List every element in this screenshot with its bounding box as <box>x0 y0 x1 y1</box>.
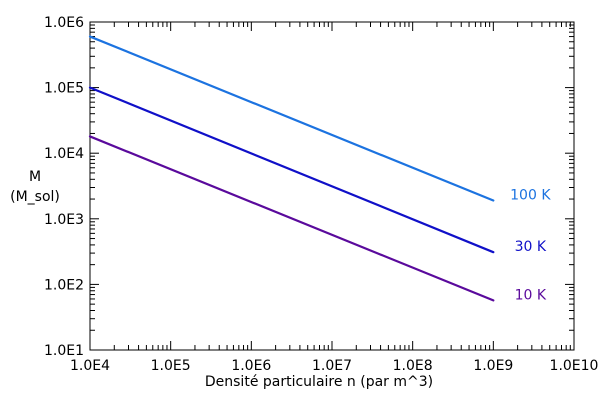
x-tick-label: 1.0E7 <box>312 358 352 374</box>
y-tick-label: 1.0E3 <box>44 212 84 228</box>
x-tick-label: 1.0E4 <box>70 358 110 374</box>
y-tick-label: 1.0E6 <box>44 15 84 31</box>
series-labels: 100 K 30 K 10 K <box>510 188 551 304</box>
x-axis-ticks <box>89 22 575 350</box>
series-label: 10 K <box>515 287 547 303</box>
x-axis-title: Densité particulaire n (par m^3) <box>205 374 433 390</box>
series-line <box>88 35 495 202</box>
series-lines <box>88 35 495 302</box>
y-tick-label: 1.0E1 <box>44 343 84 359</box>
y-axis-title-line1: M <box>29 169 41 185</box>
x-axis-tick-labels: 1.0E4 1.0E5 1.0E6 1.0E7 1.0E8 1.0E9 1.0E10 <box>70 358 598 374</box>
x-tick-label: 1.0E8 <box>393 358 433 374</box>
y-tick-label: 1.0E2 <box>44 277 84 293</box>
x-tick-label: 1.0E5 <box>151 358 191 374</box>
series-line <box>88 135 495 302</box>
series-label: 100 K <box>510 188 551 204</box>
y-axis-title-line2: (M_sol) <box>10 189 60 205</box>
y-tick-label: 1.0E4 <box>44 146 84 162</box>
y-axis-ticks <box>90 21 574 351</box>
y-axis-tick-labels: 1.0E1 1.0E2 1.0E3 1.0E4 1.0E5 1.0E6 <box>44 15 84 359</box>
x-tick-label: 1.0E9 <box>473 358 513 374</box>
x-tick-label: 1.0E10 <box>550 358 599 374</box>
x-tick-label: 1.0E6 <box>231 358 271 374</box>
series-line <box>88 86 495 254</box>
y-tick-label: 1.0E5 <box>44 81 84 97</box>
series-label: 30 K <box>515 239 547 255</box>
